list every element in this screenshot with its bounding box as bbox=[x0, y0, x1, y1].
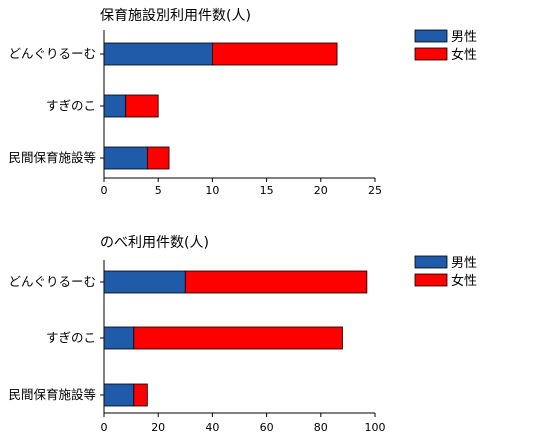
chart2-x-tick-label: 60 bbox=[260, 421, 274, 434]
chart1-x-tick-label: 0 bbox=[101, 184, 108, 197]
chart2-bar-male bbox=[103, 326, 135, 350]
chart2-category-label: どんぐりるーむ bbox=[8, 274, 96, 289]
chart1-category-label: すぎのこ bbox=[46, 98, 96, 113]
chart1-legend-label: 男性 bbox=[451, 30, 477, 45]
chart2-bar-male bbox=[103, 383, 135, 407]
chart1-x-tick-label: 10 bbox=[205, 184, 219, 197]
chart1-bar-female bbox=[125, 94, 159, 118]
chart2-bar-female bbox=[133, 383, 148, 407]
chart2-x-tick-label: 0 bbox=[101, 421, 108, 434]
chart1-bar-male bbox=[103, 146, 148, 170]
chart1-legend-label: 女性 bbox=[451, 47, 477, 63]
chart1-category-label: どんぐりるーむ bbox=[8, 46, 96, 61]
chart1-title: 保育施設別利用件数(人) bbox=[100, 8, 251, 24]
chart1-legend-swatch bbox=[414, 47, 448, 61]
chart2-title: のべ利用件数(人) bbox=[100, 235, 209, 251]
chart2-bar-male bbox=[103, 270, 186, 294]
chart2-legend-swatch bbox=[414, 255, 448, 269]
chart1-x-tick-label: 15 bbox=[260, 184, 274, 197]
chart1-x-tick-label: 20 bbox=[314, 184, 328, 197]
chart2-x-tick-label: 20 bbox=[151, 421, 165, 434]
chart1-bar-male bbox=[103, 42, 213, 66]
chart1-legend-swatch bbox=[414, 29, 448, 43]
chart2-bar-female bbox=[133, 326, 343, 350]
chart1-x-tick-label: 5 bbox=[155, 184, 162, 197]
chart2-x-tick-label: 40 bbox=[205, 421, 219, 434]
chart2-legend-label: 男性 bbox=[451, 256, 477, 271]
chart2-bar-female bbox=[184, 270, 368, 294]
chart2-category-label: 民間保育施設等 bbox=[8, 387, 96, 402]
chart1-bar-male bbox=[103, 94, 127, 118]
chart2-x-tick-label: 100 bbox=[365, 421, 386, 434]
chart2-x-tick-label: 80 bbox=[314, 421, 328, 434]
chart2-category-label: すぎのこ bbox=[46, 330, 96, 345]
chart1-category-label: 民間保育施設等 bbox=[8, 150, 96, 165]
chart1-x-tick-label: 25 bbox=[368, 184, 382, 197]
chart2-legend-label: 女性 bbox=[451, 273, 477, 289]
chart1-bar-female bbox=[146, 146, 170, 170]
chart2-legend-swatch bbox=[414, 273, 448, 287]
chart1-bar-female bbox=[211, 42, 338, 66]
